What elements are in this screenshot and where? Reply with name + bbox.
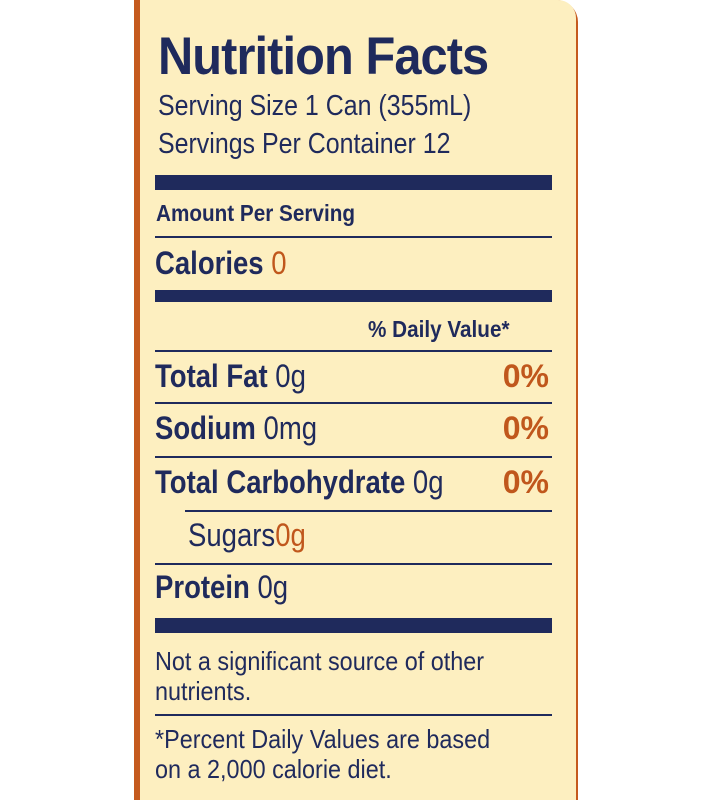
divider [185, 510, 552, 512]
label-title: Nutrition Facts [158, 27, 489, 86]
calories-value: 0 [271, 245, 287, 281]
nutrient-row-sodium: Sodium 0mg [155, 410, 317, 447]
nutrient-name: Sodium [155, 410, 256, 446]
thick-divider-calories [155, 290, 552, 302]
note-line-1: Not a significant source of other [155, 646, 485, 676]
note-line-2: nutrients. [155, 676, 252, 706]
nutrient-row-sugars: Sugars0g [188, 517, 306, 554]
thick-divider-top [155, 175, 552, 190]
nutrient-amount: 0g [412, 464, 444, 500]
daily-value-header: % Daily Value* [368, 316, 510, 342]
calories-label: Calories [155, 245, 264, 281]
daily-value-total-fat: 0% [502, 358, 549, 394]
divider [155, 563, 552, 565]
footnote-line-1: *Percent Daily Values are based [155, 724, 491, 754]
thick-divider-bottom [155, 618, 552, 633]
divider [155, 350, 552, 352]
nutrient-row-total-fat: Total Fat 0g [155, 358, 306, 395]
label-panel [140, 0, 576, 800]
daily-value-total-carbohydrate: 0% [502, 464, 549, 500]
nutrient-row-total-carbohydrate: Total Carbohydrate 0g [155, 464, 444, 501]
divider [155, 236, 552, 238]
servings-per-container: Servings Per Container 12 [158, 128, 451, 160]
calories-row: Calories 0 [155, 245, 287, 282]
divider [155, 714, 552, 716]
divider [155, 402, 552, 404]
serving-size: Serving Size 1 Can (355mL) [158, 90, 472, 122]
nutrient-name: Total Fat [155, 358, 268, 394]
nutrient-name: Total Carbohydrate [155, 464, 406, 500]
daily-value-sodium: 0% [502, 410, 549, 446]
nutrient-row-protein: Protein 0g [155, 569, 288, 606]
nutrient-amount: 0g [257, 569, 289, 605]
nutrient-name: Sugars [188, 517, 276, 553]
nutrient-name: Protein [155, 569, 250, 605]
divider [155, 456, 552, 458]
nutrient-amount: 0g [275, 517, 306, 553]
nutrient-amount: 0g [275, 358, 306, 394]
footnote-line-2: on a 2,000 calorie diet. [155, 754, 392, 784]
nutrient-amount: 0mg [263, 410, 318, 446]
amount-per-serving: Amount Per Serving [156, 200, 355, 226]
